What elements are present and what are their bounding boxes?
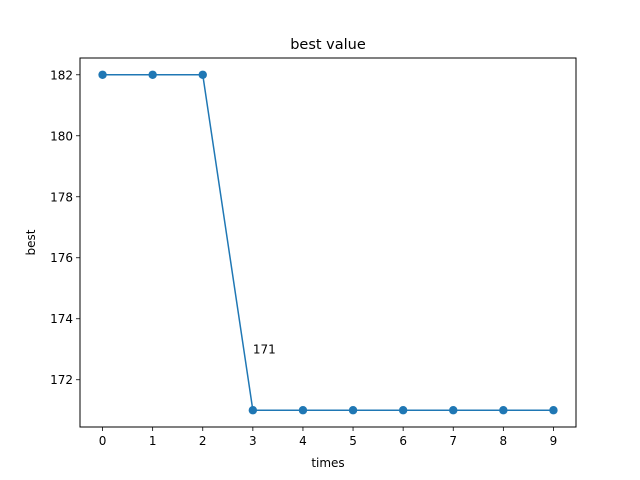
- x-tick-label: 8: [500, 434, 508, 448]
- data-point: [298, 406, 308, 415]
- x-tick-label: 4: [299, 434, 307, 448]
- x-tick-label: 3: [249, 434, 257, 448]
- series-line: [102, 74, 554, 411]
- x-tick-label: 6: [399, 434, 407, 448]
- x-tick-label: 7: [449, 434, 457, 448]
- x-axis-label: times: [311, 456, 344, 470]
- y-tick-label: 182: [50, 68, 73, 82]
- y-tick-label: 174: [50, 312, 73, 326]
- data-point: [348, 406, 358, 415]
- data-point: [98, 70, 107, 79]
- y-tick-label: 180: [50, 129, 73, 143]
- y-tick-label: 178: [50, 190, 73, 204]
- data-point: [549, 406, 558, 415]
- x-tick-label: 5: [349, 434, 357, 448]
- chart-title: best value: [290, 37, 366, 53]
- x-tick-label: 9: [550, 434, 558, 448]
- x-tick-label: 1: [149, 434, 157, 448]
- x-tick-label: 0: [99, 434, 107, 448]
- y-tick-label: 172: [50, 373, 73, 387]
- data-point: [449, 406, 458, 415]
- plot-frame: [79, 57, 577, 428]
- y-axis-label: best: [24, 229, 38, 255]
- y-tick-label: 176: [50, 251, 73, 265]
- data-point: [198, 70, 207, 79]
- x-tick-label: 2: [199, 434, 207, 448]
- data-point: [499, 406, 508, 415]
- data-point: [398, 406, 408, 415]
- data-point: [148, 70, 157, 79]
- data-point: [248, 406, 258, 415]
- data-annotation: 171: [253, 343, 276, 357]
